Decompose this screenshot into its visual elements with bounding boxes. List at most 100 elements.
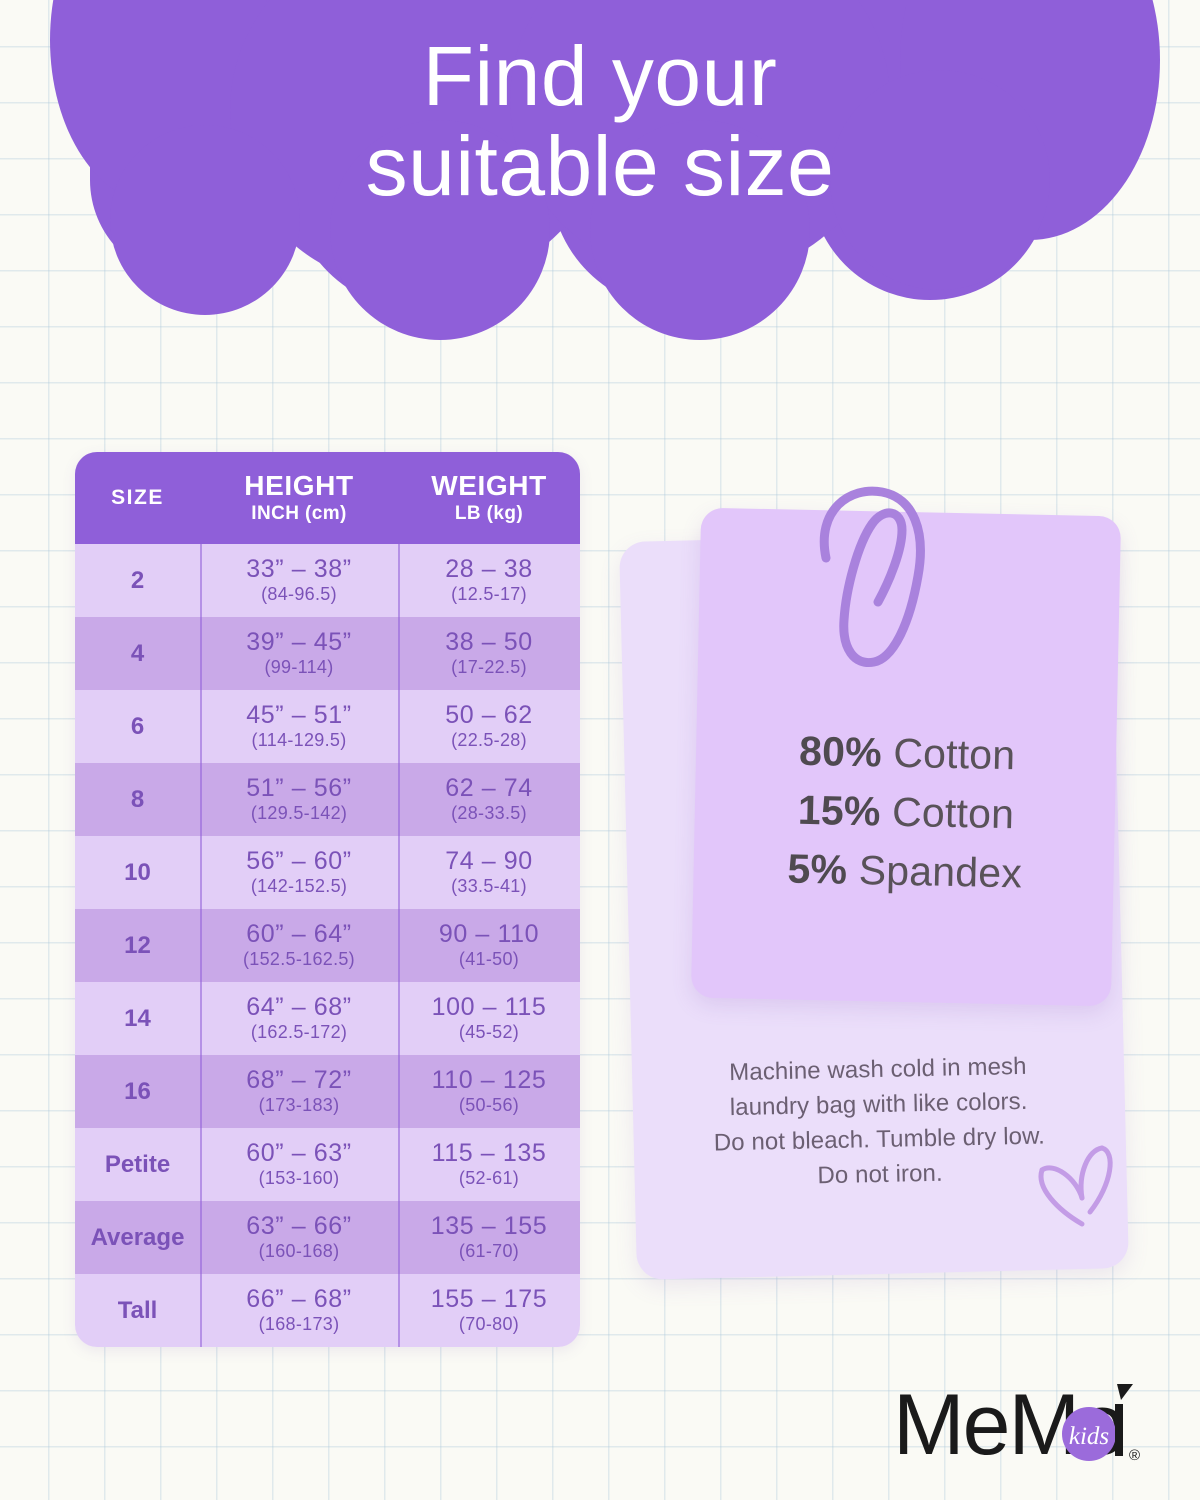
cell-size: Average bbox=[90, 1223, 185, 1251]
column-divider bbox=[398, 1055, 400, 1128]
logo-kids-badge bbox=[1062, 1407, 1116, 1461]
paperclip-icon bbox=[798, 480, 948, 680]
cell-height-primary: 64” – 68” bbox=[246, 993, 352, 1022]
cell-weight: 74 – 90 (33.5-41) bbox=[398, 848, 580, 896]
composition-percent: 5% bbox=[787, 845, 848, 893]
cell-height-metric: (162.5-172) bbox=[250, 1021, 348, 1042]
column-divider bbox=[398, 544, 400, 617]
cell-size: Tall bbox=[117, 1296, 158, 1324]
column-header-weight-unit: LB (kg) bbox=[454, 502, 524, 524]
column-divider bbox=[200, 1128, 202, 1201]
fabric-composition: 80% Cotton 15% Cotton 5% Spandex bbox=[694, 720, 1118, 906]
logo-i-accent bbox=[1117, 1384, 1133, 1400]
cell-weight-primary: 135 – 155 bbox=[430, 1212, 548, 1241]
column-header-height-label: HEIGHT bbox=[244, 470, 354, 502]
cell-weight-metric: (45-52) bbox=[458, 1021, 520, 1042]
table-row: 8 51” – 56” (129.5-142) 62 – 74 (28-33.5) bbox=[75, 763, 580, 836]
cell-weight: 28 – 38 (12.5-17) bbox=[398, 556, 580, 604]
cell-weight: 90 – 110 (41-50) bbox=[398, 921, 580, 969]
cell-weight: 110 – 125 (50-56) bbox=[398, 1067, 580, 1115]
table-row: 12 60” – 64” (152.5-162.5) 90 – 110 (41-50) bbox=[75, 909, 580, 982]
cell-height-metric: (173-183) bbox=[258, 1094, 340, 1115]
cell-weight-metric: (52-61) bbox=[458, 1167, 520, 1188]
cell-height-primary: 63” – 66” bbox=[246, 1212, 352, 1241]
column-divider bbox=[200, 982, 202, 1055]
cloud-header-shape bbox=[0, 0, 1200, 400]
cell-weight-primary: 155 – 175 bbox=[430, 1285, 548, 1314]
composition-line: 15% Cotton bbox=[695, 779, 1116, 847]
cell-height: 45” – 51” (114-129.5) bbox=[200, 702, 398, 750]
cell-weight-primary: 62 – 74 bbox=[445, 774, 533, 803]
table-row: Tall 66” – 68” (168-173) 155 – 175 (70-80) bbox=[75, 1274, 580, 1347]
cell-height-primary: 60” – 64” bbox=[246, 920, 352, 949]
product-info-cards: 80% Cotton 15% Cotton 5% Spandex Machine… bbox=[619, 486, 1140, 1282]
cell-height: 68” – 72” (173-183) bbox=[200, 1067, 398, 1115]
composition-percent: 15% bbox=[797, 786, 882, 835]
cell-height: 66” – 68” (168-173) bbox=[200, 1286, 398, 1334]
cell-weight: 100 – 115 (45-52) bbox=[398, 994, 580, 1042]
composition-percent: 80% bbox=[798, 727, 883, 776]
cell-height-primary: 45” – 51” bbox=[246, 701, 352, 730]
table-row: 6 45” – 51” (114-129.5) 50 – 62 (22.5-28) bbox=[75, 690, 580, 763]
cell-height-primary: 33” – 38” bbox=[246, 555, 352, 584]
cell-weight-metric: (61-70) bbox=[458, 1240, 520, 1261]
cell-weight-metric: (28-33.5) bbox=[451, 802, 527, 823]
cell-height: 33” – 38” (84-96.5) bbox=[200, 556, 398, 604]
cell-height-metric: (160-168) bbox=[258, 1240, 340, 1261]
page-title: Find your suitable size bbox=[365, 29, 835, 213]
table-row: Average 63” – 66” (160-168) 135 – 155 (61-70… bbox=[75, 1201, 580, 1274]
column-divider bbox=[398, 690, 400, 763]
column-divider bbox=[398, 1128, 400, 1201]
column-divider bbox=[200, 544, 202, 617]
cell-height: 51” – 56” (129.5-142) bbox=[200, 775, 398, 823]
cell-weight-primary: 100 – 115 bbox=[431, 993, 547, 1022]
column-header-size-label: SIZE bbox=[111, 486, 164, 509]
cell-weight-metric: (22.5-28) bbox=[451, 729, 527, 750]
column-divider bbox=[200, 763, 202, 836]
cell-height-primary: 60” – 63” bbox=[246, 1139, 352, 1168]
cell-height-primary: 68” – 72” bbox=[246, 1066, 352, 1095]
cell-size: 14 bbox=[124, 1004, 151, 1032]
cell-weight-primary: 110 – 125 bbox=[431, 1066, 547, 1095]
cell-height-primary: 39” – 45” bbox=[246, 628, 352, 657]
table-row: 16 68” – 72” (173-183) 110 – 125 (50-56) bbox=[75, 1055, 580, 1128]
table-row: 14 64” – 68” (162.5-172) 100 – 115 (45-52) bbox=[75, 982, 580, 1055]
heart-icon bbox=[1028, 1140, 1128, 1240]
column-divider bbox=[398, 982, 400, 1055]
cell-height: 64” – 68” (162.5-172) bbox=[200, 994, 398, 1042]
composition-line: 5% Spandex bbox=[694, 838, 1115, 906]
cell-size: 4 bbox=[130, 639, 145, 667]
logo-registered-mark: ® bbox=[1129, 1447, 1140, 1464]
cell-weight: 135 – 155 (61-70) bbox=[398, 1213, 580, 1261]
cell-height-metric: (152.5-162.5) bbox=[243, 948, 355, 969]
cell-weight-metric: (41-50) bbox=[458, 948, 520, 969]
cell-height: 60” – 63” (153-160) bbox=[200, 1140, 398, 1188]
cell-size: 2 bbox=[130, 566, 145, 594]
table-header-row: SIZE HEIGHT INCH (cm) WEIGHT LB (kg) bbox=[75, 452, 580, 544]
cell-size: 6 bbox=[130, 712, 145, 740]
cell-size: 16 bbox=[124, 1077, 151, 1105]
cell-size: 8 bbox=[130, 785, 145, 813]
cell-height-metric: (99-114) bbox=[264, 656, 334, 677]
cell-size: 12 bbox=[124, 931, 151, 959]
cell-weight-primary: 28 – 38 bbox=[445, 555, 533, 584]
cell-size: 10 bbox=[124, 858, 151, 886]
table-row: Petite 60” – 63” (153-160) 115 – 135 (52-61) bbox=[75, 1128, 580, 1201]
cell-weight-primary: 74 – 90 bbox=[445, 847, 533, 876]
column-divider bbox=[398, 909, 400, 982]
cell-weight-primary: 90 – 110 bbox=[438, 920, 540, 949]
size-chart-table: SIZE HEIGHT INCH (cm) WEIGHT LB (kg) 2 33… bbox=[75, 452, 580, 1347]
column-divider bbox=[200, 617, 202, 690]
table-body: 2 33” – 38” (84-96.5) 28 – 38 (12.5-17) 4 39” … bbox=[75, 544, 580, 1347]
logo-kids-text: kids bbox=[1069, 1423, 1109, 1450]
cell-weight-metric: (17-22.5) bbox=[451, 656, 527, 677]
cell-height: 63” – 66” (160-168) bbox=[200, 1213, 398, 1261]
cell-size: Petite bbox=[104, 1150, 171, 1178]
column-divider bbox=[398, 617, 400, 690]
column-divider bbox=[200, 836, 202, 909]
column-divider bbox=[398, 836, 400, 909]
cell-height-metric: (168-173) bbox=[258, 1313, 340, 1334]
cell-weight-metric: (70-80) bbox=[458, 1313, 520, 1334]
table-row: 4 39” – 45” (99-114) 38 – 50 (17-22.5) bbox=[75, 617, 580, 690]
logo-i-stem bbox=[1115, 1404, 1123, 1456]
